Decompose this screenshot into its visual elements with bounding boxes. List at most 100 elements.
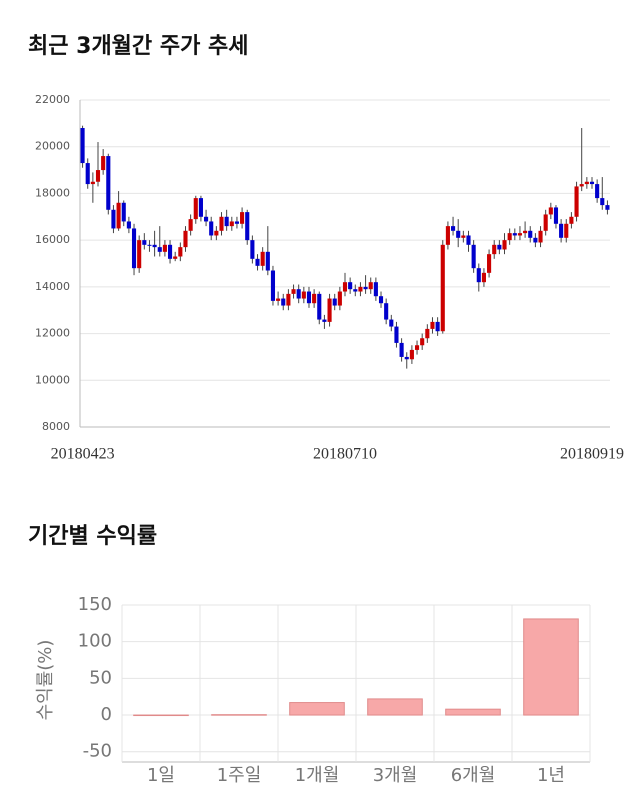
bar [367, 698, 423, 716]
candle-body [353, 289, 358, 292]
y-tick-label: 100 [78, 631, 112, 652]
candle-body [296, 289, 301, 299]
y-tick-label: -50 [83, 741, 112, 762]
candle-body [595, 184, 600, 199]
candle-body [106, 156, 111, 210]
x-tick-label: 1년 [537, 765, 565, 786]
candle-body [471, 244, 476, 269]
candle-body [255, 258, 260, 266]
candle-body [481, 272, 486, 283]
candle-body [80, 128, 85, 164]
candle-body [358, 286, 363, 292]
candle-body [183, 230, 188, 248]
candle-body [543, 214, 548, 231]
candle-body [440, 244, 445, 332]
y-tick-label: 16000 [35, 233, 70, 246]
candle-body [517, 233, 523, 236]
chart-title: 기간별 수익률 [28, 524, 157, 549]
candle-body [224, 216, 229, 227]
candle-body [553, 207, 559, 224]
x-tick-label: 20180919 [560, 446, 624, 463]
candle-body [373, 282, 378, 297]
candle-body [348, 282, 353, 290]
candle-body [111, 209, 116, 229]
candle-body [332, 298, 337, 306]
candle-body [584, 181, 589, 185]
candle-body [533, 237, 538, 243]
y-axis-label: 수익률(%) [35, 640, 56, 721]
candle-body [466, 235, 471, 245]
candle-body [605, 205, 610, 210]
candle-body [286, 293, 291, 306]
y-tick-label: 22000 [35, 93, 70, 106]
candle-body [435, 321, 440, 332]
candle-body [126, 221, 131, 229]
candle-body [414, 345, 420, 350]
candle-body [579, 184, 584, 187]
candle-body [476, 268, 481, 283]
candle-body [270, 270, 276, 301]
y-tick-label: 50 [89, 667, 112, 688]
candle-body [409, 349, 414, 360]
candle-body [342, 282, 348, 292]
candle-body [569, 216, 574, 224]
candle-body [167, 244, 173, 259]
bar [211, 714, 267, 716]
candle-body [178, 247, 183, 257]
bar [445, 708, 501, 716]
candle-body [322, 319, 327, 322]
candle-body [399, 342, 404, 357]
x-tick-label: 1주일 [217, 765, 262, 786]
candle-body [312, 293, 317, 304]
candle-body [538, 230, 543, 243]
y-tick-label: 0 [101, 704, 112, 725]
candle-body [600, 198, 605, 206]
y-tick-label: 12000 [35, 327, 70, 340]
candle-body [317, 293, 322, 320]
candle-body [425, 328, 430, 339]
x-tick-label: 6개월 [451, 765, 496, 786]
candle-body [95, 170, 101, 182]
candle-body [420, 338, 425, 346]
candle-body [234, 221, 239, 224]
candle-body [548, 207, 553, 215]
candle-body [209, 221, 214, 236]
candle-body [492, 244, 497, 255]
candle-body [157, 247, 162, 252]
candle-body [240, 212, 245, 224]
candle-body [152, 244, 157, 248]
candle-body [281, 298, 286, 306]
candle-body [137, 240, 142, 269]
candle-body [306, 291, 312, 304]
candle-body [131, 228, 137, 269]
candle-body [378, 296, 384, 304]
candle-body [147, 244, 152, 246]
candle-body [430, 321, 435, 329]
bar [523, 618, 579, 716]
candle-body [121, 202, 126, 222]
y-tick-label: 8000 [42, 420, 70, 433]
candle-body [116, 202, 121, 229]
candle-body [214, 230, 219, 236]
candle-body [528, 230, 533, 238]
candle-body [90, 181, 95, 185]
candle-body [291, 289, 296, 294]
y-tick-label: 10000 [35, 373, 70, 386]
candle-body [204, 216, 209, 222]
candle-body [276, 298, 281, 301]
candle-body [523, 230, 528, 234]
candle-body [368, 282, 373, 290]
candle-body [574, 186, 579, 217]
candle-body [198, 198, 203, 217]
candle-body [250, 240, 255, 259]
candle-body [142, 240, 147, 245]
y-tick-label: 18000 [35, 186, 70, 199]
bar [289, 702, 345, 716]
candle-body [301, 291, 306, 299]
candle-body [451, 226, 456, 231]
candle-body [404, 356, 409, 360]
candle-body [245, 212, 250, 241]
candle-body [564, 223, 569, 238]
candle-body [337, 291, 342, 306]
candle-body [85, 163, 90, 185]
